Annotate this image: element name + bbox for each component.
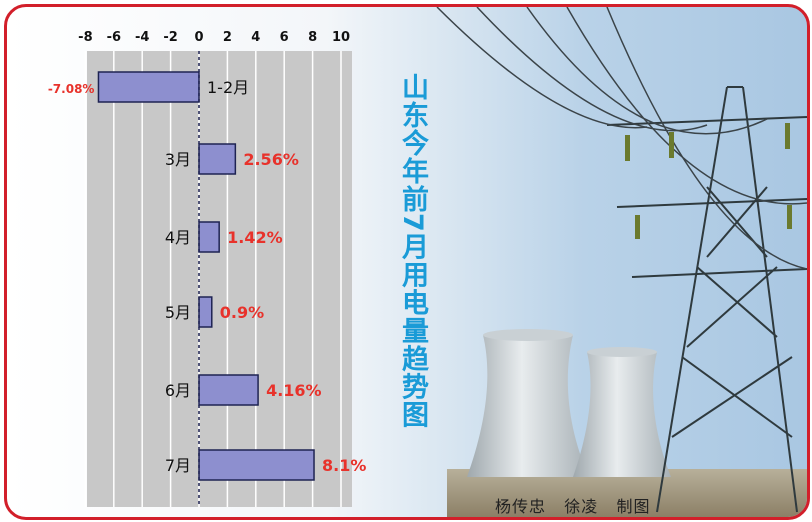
bar [198,296,213,328]
category-label: 7月 [165,456,191,475]
x-tick-label: 4 [251,30,260,45]
data-label: 4.16% [266,381,322,400]
category-label: 5月 [165,303,191,322]
bar [198,143,237,175]
x-tick-label: 2 [223,30,232,45]
x-tick-label: -6 [107,30,121,45]
insulators [625,123,792,239]
chart-title: 山东今年前7月用电量趋势图 [397,73,428,429]
category-label: 4月 [165,228,191,247]
x-tick-label: -4 [135,30,149,45]
data-labels: -7.08% 2.56% 1.42% 0.9% 4.16% 8.1% [48,82,367,475]
x-tick-label: 8 [308,30,317,45]
power-plant-photo [436,7,807,517]
data-label: 8.1% [322,456,366,475]
x-tick-label: 6 [280,30,289,45]
data-label: 0.9% [220,303,264,322]
bar [97,71,200,103]
power-lines [436,7,807,270]
bar-chart: -8 -6 -4 -2 0 2 4 6 8 10 1-2月 3月 4月 5月 6月 7月 -7.08% 2.5… [48,30,367,507]
data-label: 1.42% [227,228,283,247]
x-tick-label: -8 [78,30,92,45]
bar [198,221,220,253]
category-label: 6月 [165,381,191,400]
x-tick-label: 0 [194,30,203,45]
bars [97,71,315,481]
gridlines [84,51,342,507]
data-label: -7.08% [48,82,95,96]
transmission-tower [606,86,807,513]
figure-frame: -8 -6 -4 -2 0 2 4 6 8 10 1-2月 3月 4月 5月 6月 7月 -7.08% 2.5… [4,4,810,520]
bar [198,449,315,481]
cooling-tower-left [467,330,589,477]
category-label: 1-2月 [207,78,249,97]
bar [198,374,259,406]
category-label: 3月 [165,150,191,169]
category-labels: 1-2月 3月 4月 5月 6月 7月 [165,78,249,475]
data-label: 2.56% [243,150,299,169]
x-tick-label: 10 [332,30,350,45]
x-tick-label: -2 [163,30,177,45]
x-tick-labels: -8 -6 -4 -2 0 2 4 6 8 10 [78,30,350,45]
cooling-tower-right [573,348,671,477]
plot-area [87,51,352,507]
credit-line: 杨传忠 徐凌 制图 [495,497,651,516]
